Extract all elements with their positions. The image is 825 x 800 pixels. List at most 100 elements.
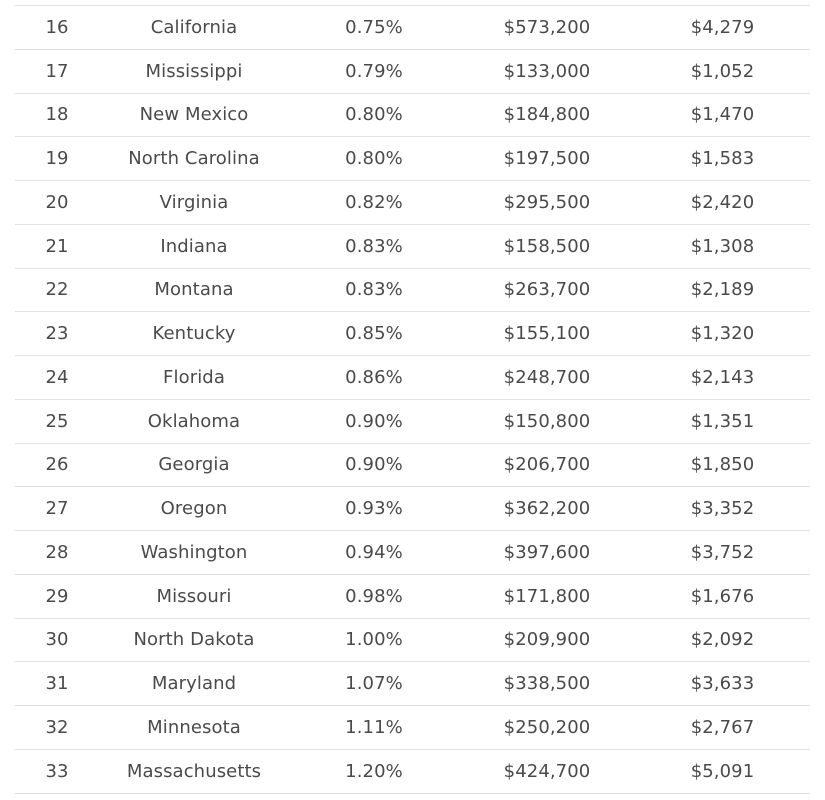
state-cell: New Mexico bbox=[139, 104, 249, 126]
table-row: 27 Oregon 0.93% $362,200 $3,352 bbox=[15, 487, 810, 531]
tax-rate-cell: 0.79% bbox=[345, 60, 403, 82]
table-row: 25 Oklahoma 0.90% $150,800 $1,351 bbox=[15, 400, 810, 444]
home-value-cell: $158,500 bbox=[503, 235, 591, 257]
tax-rate-cell: 1.00% bbox=[345, 629, 403, 651]
rank-cell: 24 bbox=[45, 366, 69, 388]
annual-tax-cell: $3,352 bbox=[690, 498, 755, 520]
home-value-cell: $133,000 bbox=[503, 60, 591, 82]
home-value-cell: $250,200 bbox=[503, 716, 591, 738]
home-value-cell: $209,900 bbox=[503, 629, 591, 651]
state-cell: Oklahoma bbox=[147, 410, 241, 432]
rank-cell: 33 bbox=[45, 760, 69, 782]
annual-tax-cell: $1,320 bbox=[690, 323, 755, 345]
tax-rate-cell: 0.86% bbox=[345, 366, 403, 388]
annual-tax-cell: $5,091 bbox=[690, 760, 755, 782]
state-cell: Georgia bbox=[158, 454, 230, 476]
annual-tax-cell: $1,351 bbox=[690, 410, 755, 432]
home-value-cell: $338,500 bbox=[503, 673, 591, 695]
tax-rate-cell: 0.83% bbox=[345, 235, 403, 257]
annual-tax-cell: $3,633 bbox=[690, 673, 755, 695]
rank-cell: 17 bbox=[45, 60, 69, 82]
table-top-divider bbox=[15, 5, 810, 6]
table-row: 20 Virginia 0.82% $295,500 $2,420 bbox=[15, 181, 810, 225]
annual-tax-cell: $2,092 bbox=[690, 629, 755, 651]
rank-cell: 20 bbox=[45, 191, 69, 213]
annual-tax-cell: $2,189 bbox=[690, 279, 755, 301]
state-cell: Montana bbox=[154, 279, 234, 301]
rank-cell: 29 bbox=[45, 585, 69, 607]
table-row: 28 Washington 0.94% $397,600 $3,752 bbox=[15, 531, 810, 575]
home-value-cell: $295,500 bbox=[503, 191, 591, 213]
table-row: 16 California 0.75% $573,200 $4,279 bbox=[15, 6, 810, 50]
state-cell: California bbox=[150, 16, 238, 38]
table-row: 26 Georgia 0.90% $206,700 $1,850 bbox=[15, 444, 810, 488]
rank-cell: 28 bbox=[45, 541, 69, 563]
tax-rate-cell: 0.94% bbox=[345, 541, 403, 563]
state-cell: Minnesota bbox=[147, 716, 241, 738]
rank-cell: 23 bbox=[45, 323, 69, 345]
table-row: 21 Indiana 0.83% $158,500 $1,308 bbox=[15, 225, 810, 269]
state-cell: Washington bbox=[140, 541, 248, 563]
table-row: 30 North Dakota 1.00% $209,900 $2,092 bbox=[15, 619, 810, 663]
table-row: 19 North Carolina 0.80% $197,500 $1,583 bbox=[15, 137, 810, 181]
annual-tax-cell: $1,676 bbox=[690, 585, 755, 607]
rank-cell: 21 bbox=[45, 235, 69, 257]
tax-rate-cell: 1.20% bbox=[345, 760, 403, 782]
state-cell: North Dakota bbox=[133, 629, 255, 651]
annual-tax-cell: $1,308 bbox=[690, 235, 755, 257]
table-row: 18 New Mexico 0.80% $184,800 $1,470 bbox=[15, 94, 810, 138]
tax-rate-cell: 0.85% bbox=[345, 323, 403, 345]
state-cell: Indiana bbox=[160, 235, 228, 257]
table-row: 23 Kentucky 0.85% $155,100 $1,320 bbox=[15, 312, 810, 356]
home-value-cell: $397,600 bbox=[503, 541, 591, 563]
annual-tax-cell: $1,052 bbox=[690, 60, 755, 82]
rank-cell: 22 bbox=[45, 279, 69, 301]
annual-tax-cell: $1,583 bbox=[690, 148, 755, 170]
table-row: 33 Massachusetts 1.20% $424,700 $5,091 bbox=[15, 750, 810, 794]
tax-rate-cell: 1.07% bbox=[345, 673, 403, 695]
state-cell: Mississippi bbox=[145, 60, 243, 82]
home-value-cell: $424,700 bbox=[503, 760, 591, 782]
table-body: 16 California 0.75% $573,200 $4,279 17 Mississ… bbox=[15, 6, 810, 794]
rank-cell: 16 bbox=[45, 16, 69, 38]
rank-cell: 27 bbox=[45, 498, 69, 520]
annual-tax-cell: $2,420 bbox=[690, 191, 755, 213]
state-cell: Maryland bbox=[151, 673, 237, 695]
state-cell: Oregon bbox=[160, 498, 228, 520]
home-value-cell: $155,100 bbox=[503, 323, 591, 345]
tax-rate-cell: 0.93% bbox=[345, 498, 403, 520]
state-cell: Massachusetts bbox=[126, 760, 262, 782]
rank-cell: 18 bbox=[45, 104, 69, 126]
home-value-cell: $248,700 bbox=[503, 366, 591, 388]
home-value-cell: $150,800 bbox=[503, 410, 591, 432]
tax-rate-cell: 0.80% bbox=[345, 104, 403, 126]
tax-rate-cell: 0.98% bbox=[345, 585, 403, 607]
home-value-cell: $206,700 bbox=[503, 454, 591, 476]
state-cell: Florida bbox=[163, 366, 225, 388]
rank-cell: 30 bbox=[45, 629, 69, 651]
tax-rate-cell: 0.80% bbox=[345, 148, 403, 170]
state-cell: Missouri bbox=[156, 585, 232, 607]
tax-rate-cell: 0.90% bbox=[345, 410, 403, 432]
table-row: 17 Mississippi 0.79% $133,000 $1,052 bbox=[15, 50, 810, 94]
home-value-cell: $573,200 bbox=[503, 16, 591, 38]
tax-rate-cell: 0.82% bbox=[345, 191, 403, 213]
tax-rate-cell: 0.75% bbox=[345, 16, 403, 38]
table-row: 24 Florida 0.86% $248,700 $2,143 bbox=[15, 356, 810, 400]
annual-tax-cell: $4,279 bbox=[690, 16, 755, 38]
home-value-cell: $184,800 bbox=[503, 104, 591, 126]
annual-tax-cell: $3,752 bbox=[690, 541, 755, 563]
rank-cell: 32 bbox=[45, 716, 69, 738]
tax-rate-cell: 0.90% bbox=[345, 454, 403, 476]
home-value-cell: $171,800 bbox=[503, 585, 591, 607]
annual-tax-cell: $2,143 bbox=[690, 366, 755, 388]
state-cell: North Carolina bbox=[128, 148, 260, 170]
rank-cell: 31 bbox=[45, 673, 69, 695]
table-row: 22 Montana 0.83% $263,700 $2,189 bbox=[15, 269, 810, 313]
state-cell: Kentucky bbox=[152, 323, 236, 345]
table-row: 32 Minnesota 1.11% $250,200 $2,767 bbox=[15, 706, 810, 750]
table-row: 31 Maryland 1.07% $338,500 $3,633 bbox=[15, 662, 810, 706]
annual-tax-cell: $2,767 bbox=[690, 716, 755, 738]
rank-cell: 25 bbox=[45, 410, 69, 432]
